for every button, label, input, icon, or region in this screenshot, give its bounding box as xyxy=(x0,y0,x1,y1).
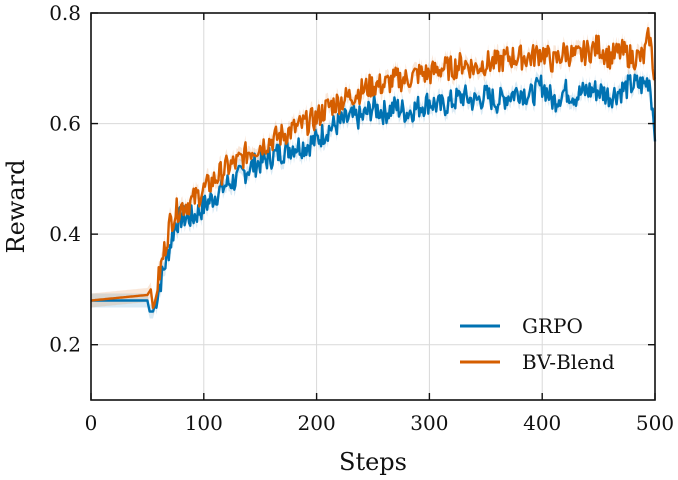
x-tick-label: 400 xyxy=(523,411,561,435)
series-line-1 xyxy=(90,27,657,310)
series-line-0 xyxy=(90,73,657,313)
y-tick-label: 0.8 xyxy=(49,1,81,25)
x-axis-label: Steps xyxy=(339,448,407,476)
axis-ticks xyxy=(90,12,656,400)
x-tick-label: 0 xyxy=(85,411,98,435)
legend-label-grpo: GRPO xyxy=(522,314,583,338)
legend: GRPO BV-Blend xyxy=(460,314,615,374)
x-tick-label: 300 xyxy=(410,411,448,435)
tick-labels: 0 100 200 300 400 500 0.2 0.4 0.6 0.8 xyxy=(49,1,674,435)
plot-frame xyxy=(90,12,656,401)
x-tick-label: 100 xyxy=(185,411,223,435)
series-lines xyxy=(90,27,657,313)
y-tick-label: 0.4 xyxy=(49,222,81,246)
x-tick-label: 200 xyxy=(298,411,336,435)
y-tick-label: 0.6 xyxy=(49,112,81,136)
y-axis-label: Reward xyxy=(2,160,30,254)
x-tick-label: 500 xyxy=(636,411,674,435)
legend-label-bv-blend: BV-Blend xyxy=(522,350,615,374)
y-tick-label: 0.2 xyxy=(49,333,81,357)
